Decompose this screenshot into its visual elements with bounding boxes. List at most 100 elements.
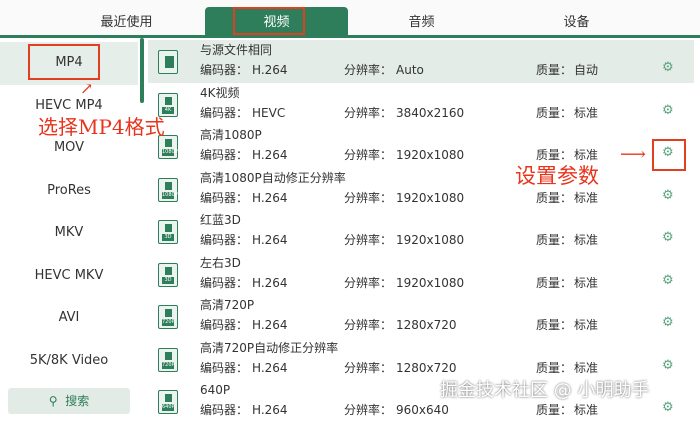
highlight-mp4 — [28, 44, 100, 80]
quality-label: 质量： — [536, 403, 573, 417]
gear-icon[interactable]: ⚙ — [662, 272, 674, 288]
preset-name: 高清1080P — [200, 128, 262, 142]
preset-name: 左右3D — [200, 255, 241, 270]
video-format-icon: 640P — [158, 390, 178, 414]
preset-name: 高清1080P自动修正分辨率 — [200, 170, 346, 185]
scrollbar[interactable] — [140, 38, 144, 103]
sidebar-item-hevc-mkv[interactable]: HEVC MKV — [0, 255, 138, 298]
quality-value: 标准 — [574, 275, 599, 290]
quality-value: 自动 — [574, 63, 599, 77]
sidebar-item-hevc-mp4[interactable]: HEVC MP4 — [0, 85, 138, 128]
resolution-label: 分辨率： — [344, 233, 393, 247]
annotation-select-format: 选择MP4格式 — [38, 115, 165, 139]
resolution-value: Auto — [396, 63, 424, 77]
tab-device[interactable]: 设备 — [563, 15, 590, 30]
preset-name: 高清720P — [200, 298, 255, 312]
search-button[interactable]: ⚲ 搜索 — [8, 388, 130, 414]
sidebar-item-label: MP4 — [55, 55, 83, 71]
quality-label: 质量： — [536, 275, 573, 290]
sidebar-item-5k8k[interactable]: 5K/8K Video — [0, 340, 138, 383]
preset-row[interactable]: 640P 640P 编码器： H.264 分辨率： 960x640 质量： 标准 … — [148, 380, 694, 423]
quality-value: 标准 — [574, 233, 599, 247]
encoder-label: 编码器： — [200, 360, 249, 375]
encoder-label: 编码器： — [200, 105, 249, 120]
sidebar-item-label: 5K/8K Video — [29, 352, 109, 368]
sidebar-item-label: MKV — [54, 225, 84, 241]
encoder-value: HEVC — [252, 105, 286, 120]
sidebar-item-label: HEVC MKV — [34, 267, 104, 283]
arrow-icon: ↗ — [80, 79, 94, 98]
preset-row[interactable]: 1080P 高清1080P自动修正分辨率 编码器： H.264 分辨率： 1920… — [148, 168, 694, 211]
preset-name: 高清720P自动修正分辨率 — [200, 340, 339, 355]
gear-icon[interactable]: ⚙ — [662, 357, 674, 373]
resolution-label: 分辨率： — [344, 105, 393, 120]
resolution-label: 分辨率： — [344, 148, 393, 162]
resolution-label: 分辨率： — [344, 275, 393, 290]
gear-icon[interactable]: ⚙ — [662, 60, 674, 75]
preset-name: 4K视频 — [200, 85, 240, 100]
highlight-gear — [652, 139, 686, 171]
encoder-label: 编码器： — [200, 233, 249, 247]
video-format-icon: 1080P — [158, 135, 178, 159]
preset-row[interactable]: 3D 红蓝3D 编码器： H.264 分辨率： 1920x1080 质量： 标准 … — [148, 210, 694, 253]
encoder-value: H.264 — [252, 318, 288, 332]
sidebar-item-prores[interactable]: ProRes — [0, 170, 138, 213]
preset-list: 与源文件相同 编码器： H.264 分辨率： Auto 质量： 自动 ⚙ 4K 4K… — [148, 40, 694, 423]
gear-icon[interactable]: ⚙ — [662, 145, 674, 160]
tab-audio[interactable]: 音频 — [408, 15, 435, 30]
preset-name: 与源文件相同 — [200, 43, 273, 57]
tab-video[interactable]: 视频 — [205, 7, 348, 38]
sidebar-item-mkv[interactable]: MKV — [0, 212, 138, 255]
quality-label: 质量： — [536, 233, 573, 247]
preset-row[interactable]: 与源文件相同 编码器： H.264 分辨率： Auto 质量： 自动 ⚙ — [148, 40, 694, 83]
resolution-value: 960x640 — [396, 403, 449, 417]
encoder-label: 编码器： — [200, 403, 249, 417]
encoder-value: H.264 — [252, 190, 288, 205]
quality-label: 质量： — [536, 190, 573, 205]
search-icon: ⚲ — [48, 394, 58, 408]
preset-row[interactable]: 1080P 高清1080P 编码器： H.264 分辨率： 1920x1080 质… — [148, 125, 694, 168]
quality-label: 质量： — [536, 318, 573, 332]
resolution-label: 分辨率： — [344, 190, 393, 205]
gear-icon[interactable]: ⚙ — [662, 400, 674, 415]
copy-source-icon — [158, 50, 178, 74]
resolution-value: 1280x720 — [396, 360, 457, 375]
gear-icon[interactable]: ⚙ — [662, 102, 674, 118]
sidebar-item-mov[interactable]: MOV — [0, 127, 138, 170]
resolution-value: 1920x1080 — [396, 190, 465, 205]
quality-value: 标准 — [574, 403, 599, 417]
preset-row[interactable]: 4K 4K视频 编码器： HEVC 分辨率： 3840x2160 质量： 标准 ⚙ — [148, 83, 694, 126]
sidebar-item-mp4[interactable]: MP4 — [0, 42, 138, 85]
watermark: 掘金技术社区 @ 小明助手 — [440, 380, 650, 401]
video-format-icon: 720P — [158, 347, 178, 372]
preset-row[interactable]: 720P 高清720P自动修正分辨率 编码器： H.264 分辨率： 1280x7… — [148, 338, 694, 381]
arrow-icon: ⟶ — [620, 144, 646, 165]
sidebar-item-label: AVI — [58, 310, 80, 326]
encoder-value: H.264 — [252, 360, 288, 375]
annotation-set-params: 设置参数 — [515, 164, 599, 188]
tab-bar: 最近使用 视频 音频 设备 — [0, 0, 700, 38]
preset-name: 红蓝3D — [200, 213, 241, 227]
preset-row[interactable]: 3D 左右3D 编码器： H.264 分辨率： 1920x1080 质量： 标准 … — [148, 253, 694, 296]
resolution-label: 分辨率： — [344, 63, 393, 77]
sidebar-item-label: HEVC MP4 — [35, 97, 103, 113]
resolution-value: 1920x1080 — [396, 275, 465, 290]
encoder-label: 编码器： — [200, 148, 249, 162]
resolution-label: 分辨率： — [344, 360, 393, 375]
quality-value: 标准 — [574, 318, 599, 332]
resolution-value: 1280x720 — [396, 318, 457, 332]
quality-label: 质量： — [536, 105, 573, 120]
video-format-icon: 1080P — [158, 177, 178, 202]
encoder-value: H.264 — [252, 233, 288, 247]
encoder-value: H.264 — [252, 275, 288, 290]
preset-name: 640P — [200, 383, 231, 397]
tab-recent[interactable]: 最近使用 — [100, 15, 153, 30]
sidebar-item-avi[interactable]: AVI — [0, 297, 138, 340]
preset-row[interactable]: 720P 高清720P 编码器： H.264 分辨率： 1280x720 质量： … — [148, 295, 694, 338]
quality-value: 标准 — [574, 190, 599, 205]
gear-icon[interactable]: ⚙ — [662, 315, 674, 330]
gear-icon[interactable]: ⚙ — [662, 187, 674, 203]
gear-icon[interactable]: ⚙ — [662, 230, 674, 245]
search-label: 搜索 — [65, 394, 90, 408]
quality-label: 质量： — [536, 63, 573, 77]
